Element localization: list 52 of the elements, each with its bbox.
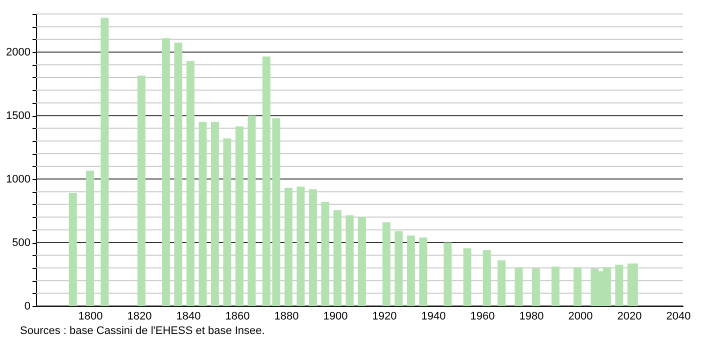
- y-tick-label: 1000: [6, 174, 30, 186]
- x-tick-label: 1880: [274, 310, 299, 322]
- x-tick-label: 2040: [666, 310, 691, 322]
- bar: [358, 217, 366, 306]
- bar: [574, 267, 582, 306]
- x-tick-label: 1980: [519, 310, 544, 322]
- x-tick-label: 1800: [78, 310, 103, 322]
- bar: [100, 18, 109, 306]
- bar: [590, 268, 599, 306]
- bar: [615, 264, 624, 306]
- bar: [137, 76, 146, 306]
- y-tick-label: 1500: [6, 110, 30, 122]
- x-tick-label: 1940: [421, 310, 446, 322]
- x-tick-label: 1820: [127, 310, 152, 322]
- bar: [394, 231, 403, 306]
- bar: [248, 116, 256, 306]
- bar: [532, 268, 540, 306]
- bar: [333, 210, 342, 306]
- bar: [296, 186, 305, 306]
- x-tick-label: 2000: [568, 310, 593, 322]
- bar: [419, 237, 428, 306]
- bar: [498, 260, 506, 306]
- bar: [186, 60, 194, 306]
- x-tick-label: 1900: [323, 310, 348, 322]
- bar: [210, 122, 219, 306]
- bar: [86, 170, 94, 306]
- bar: [68, 193, 77, 306]
- x-tick-label: 1920: [372, 310, 397, 322]
- bar: [514, 267, 523, 306]
- y-tick-label: 0: [24, 300, 30, 312]
- bar: [382, 222, 390, 306]
- x-tick-label: 1860: [225, 310, 250, 322]
- x-tick-label: 2020: [617, 310, 642, 322]
- bar: [223, 138, 232, 306]
- bar: [444, 242, 452, 306]
- x-tick-label: 1840: [176, 310, 201, 322]
- bar: [406, 236, 415, 306]
- bar: [308, 189, 317, 306]
- y-tick-label: 500: [12, 237, 30, 250]
- bar: [321, 202, 330, 306]
- bar: [162, 38, 170, 306]
- bar: [174, 42, 182, 306]
- bar: [482, 250, 491, 306]
- bar: [463, 248, 472, 306]
- bar: [284, 188, 292, 306]
- x-tick-label: 1960: [470, 310, 495, 322]
- bar: [235, 126, 244, 306]
- y-tick-label: 2000: [6, 46, 30, 59]
- bar: [552, 266, 560, 306]
- source-note: Sources : base Cassini de l'EHESS et base Insee.: [20, 325, 266, 337]
- bar: [198, 122, 207, 306]
- bar: [346, 215, 354, 306]
